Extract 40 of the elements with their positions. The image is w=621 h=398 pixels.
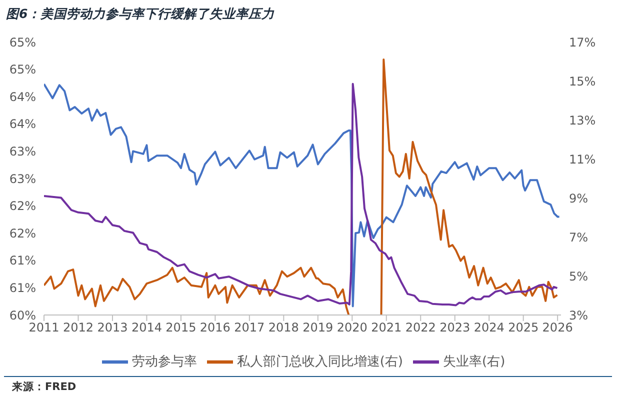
- y-tick-label: 64%: [9, 90, 36, 104]
- x-tick-label: 2018: [268, 320, 299, 335]
- y-tick-label: 62%: [9, 199, 36, 214]
- x-tick-label: 2022: [405, 320, 436, 335]
- y2-tick-label: 7%: [569, 230, 588, 244]
- x-tick-label: 2012: [62, 320, 94, 335]
- x-tick-label: 2025: [508, 320, 539, 335]
- y2-tick-label: 3%: [569, 308, 588, 322]
- y2-tick-label: 11%: [569, 152, 596, 166]
- y2-tick-label: 15%: [569, 74, 596, 88]
- chart-title: 图6：美国劳动力参与率下行缓解了失业率压力: [6, 6, 275, 23]
- x-tick-label: 2017: [234, 320, 265, 335]
- legend-label: 劳动参与率: [132, 354, 197, 370]
- x-tick-label: 2016: [200, 320, 230, 335]
- x-tick-label: 2021: [371, 320, 402, 335]
- y-tick-label: 62%: [9, 226, 36, 240]
- x-tick-label: 2026: [542, 320, 573, 335]
- y-tick-label: 65%: [9, 62, 36, 77]
- x-tick-label: 2011: [28, 320, 60, 335]
- x-tick-label: 2024: [474, 320, 504, 335]
- y-tick-label: 64%: [9, 117, 36, 132]
- x-tick-label: 2020: [336, 320, 368, 335]
- y2-tick-label: 9%: [569, 191, 588, 206]
- y-tick-label: 61%: [9, 254, 36, 268]
- y2-tick-label: 5%: [569, 269, 588, 284]
- y-tick-label: 61%: [9, 280, 36, 295]
- source-note: 来源：FRED: [12, 380, 76, 394]
- x-tick-label: 2019: [302, 320, 334, 335]
- legend-label: 私人部门总收入同比增速(右): [236, 354, 403, 370]
- x-tick-label: 2023: [440, 320, 470, 335]
- legend-label: 失业率(右): [443, 354, 506, 370]
- x-tick-label: 2015: [166, 320, 196, 335]
- y-tick-label: 65%: [9, 35, 36, 50]
- y-tick-label: 63%: [9, 172, 36, 186]
- x-tick-label: 2014: [131, 320, 162, 335]
- y-tick-label: 63%: [9, 144, 36, 158]
- y2-tick-label: 17%: [569, 35, 596, 50]
- y-tick-label: 60%: [9, 308, 36, 322]
- y2-tick-label: 13%: [569, 113, 596, 128]
- x-tick-label: 2013: [97, 320, 128, 335]
